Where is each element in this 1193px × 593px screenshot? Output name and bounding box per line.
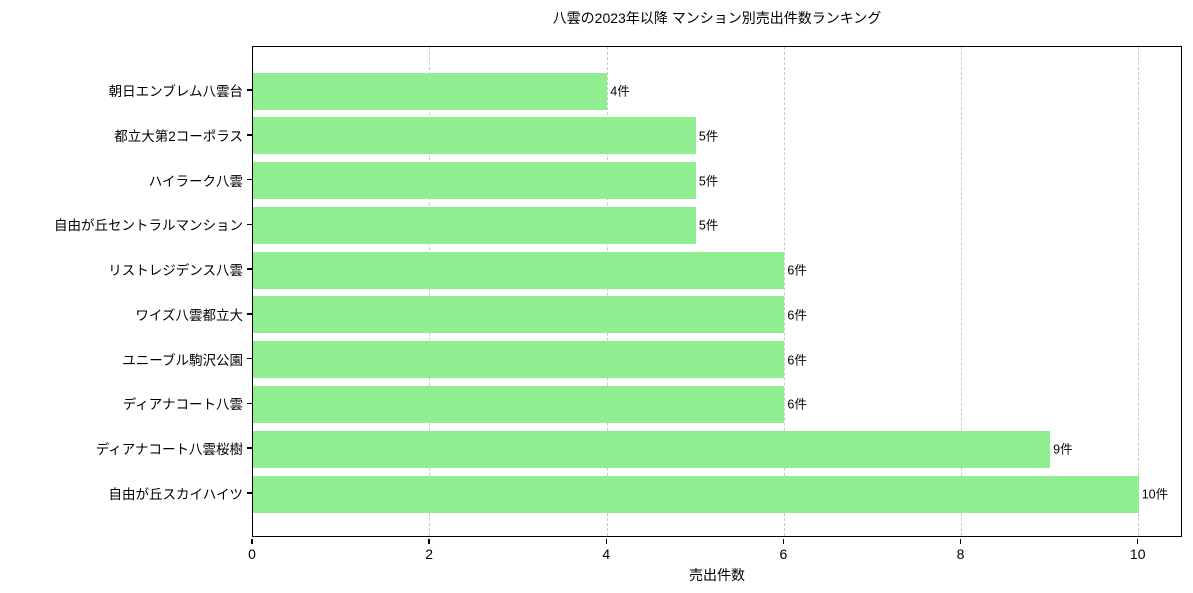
bar-value-label: 6件 — [787, 308, 807, 323]
x-tick — [428, 538, 430, 544]
x-tick-label: 10 — [1129, 546, 1146, 562]
bar — [253, 430, 1051, 468]
y-tick — [247, 89, 252, 91]
bar — [253, 475, 1139, 513]
y-axis-label: 自由が丘スカイハイツ — [108, 487, 243, 502]
x-axis-title: 売出件数 — [689, 567, 745, 583]
bar — [253, 72, 608, 110]
y-tick — [247, 134, 252, 136]
chart-title: 八雲の2023年以降 マンション別売出件数ランキング — [552, 10, 882, 26]
x-tick — [1136, 538, 1139, 544]
x-tick-label: 8 — [956, 546, 965, 562]
bar — [253, 251, 785, 289]
x-tick — [251, 538, 253, 544]
x-tick-label: 4 — [602, 546, 611, 562]
bar — [253, 385, 785, 423]
bar — [253, 162, 696, 200]
y-axis-label: ユニーブル駒沢公園 — [122, 352, 243, 368]
x-tick-label: 2 — [425, 546, 434, 562]
y-tick — [247, 223, 252, 226]
y-tick — [247, 268, 252, 270]
y-tick — [247, 178, 252, 181]
y-axis-label: ワイズ八雲都立大 — [135, 307, 243, 323]
y-axis-label: 都立大第2コーポラス — [114, 128, 243, 144]
x-tick — [959, 538, 962, 544]
bar-value-label: 5件 — [698, 218, 719, 233]
bar-value-label: 6件 — [787, 397, 807, 412]
bar-value-label: 5件 — [698, 129, 719, 144]
bar-value-label: 4件 — [610, 84, 630, 99]
y-tick — [247, 313, 252, 315]
x-tick — [605, 538, 608, 544]
x-tick-label: 6 — [779, 546, 788, 562]
gridline — [429, 47, 431, 536]
y-tick — [247, 402, 252, 405]
bar-value-label: 9件 — [1053, 442, 1073, 457]
gridline — [783, 47, 785, 536]
y-axis-label: リストレジデンス八雲 — [108, 263, 243, 279]
x-tick-label: 0 — [248, 546, 256, 562]
gridline — [960, 47, 962, 536]
bar-value-label: 6件 — [787, 263, 807, 278]
y-axis-label: ディアナコート八雲桜樹 — [95, 442, 243, 458]
bar-value-label: 5件 — [698, 174, 719, 189]
y-axis-label: ハイラーク八雲 — [148, 173, 243, 189]
y-tick — [247, 357, 252, 360]
y-tick — [247, 492, 252, 494]
bar-value-label: 6件 — [787, 353, 807, 368]
bar — [253, 296, 785, 334]
gridline — [606, 47, 608, 536]
y-tick — [247, 447, 252, 449]
x-tick — [782, 538, 785, 544]
y-axis-label: 自由が丘セントラルマンション — [54, 218, 243, 234]
gridline — [1138, 47, 1140, 536]
bar-value-label: 10件 — [1141, 487, 1169, 502]
plot-area — [252, 46, 1182, 537]
bar — [253, 117, 696, 155]
bar — [253, 206, 696, 244]
y-axis-label: 朝日エンブレム八雲台 — [108, 84, 243, 99]
bar — [253, 341, 785, 379]
y-axis-label: ディアナコート八雲 — [122, 397, 243, 413]
